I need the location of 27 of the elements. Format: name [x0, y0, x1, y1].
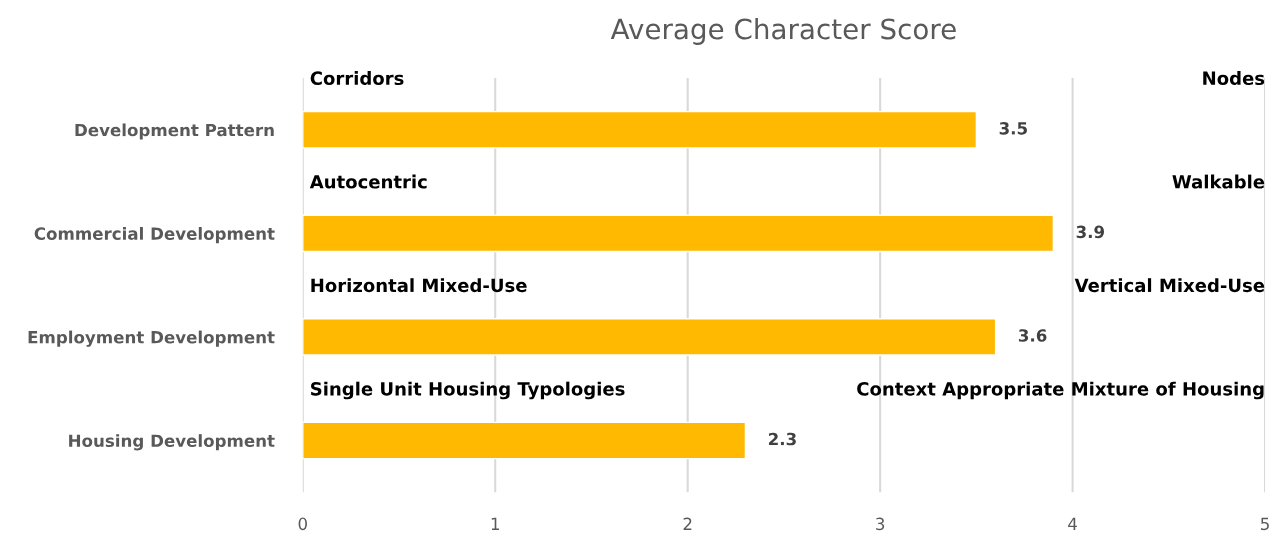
annotation: Context Appropriate Mixture of Housing [857, 381, 1264, 400]
annotation: Vertical Mixed-Use [1074, 278, 1265, 293]
annotation: Corridors [310, 71, 404, 86]
x-tick-label: 0 [298, 517, 307, 531]
bar [302, 214, 1055, 253]
data-label: 2.3 [768, 432, 796, 446]
chart-title: Average Character Score [610, 18, 956, 45]
y-tick-label: Housing Development [69, 434, 275, 451]
x-tick-label: 4 [1068, 517, 1077, 530]
data-label: 3.6 [1018, 329, 1047, 342]
y-tick-label: Employment Development [28, 330, 275, 347]
data-label: 3.5 [999, 122, 1027, 135]
annotation: Single Unit Housing Typologies [311, 381, 625, 400]
data-label: 3.9 [1076, 225, 1105, 239]
annotation: Autocentric [309, 174, 427, 189]
x-tick-label: 5 [1261, 517, 1269, 531]
y-tick-label: Commercial Development [34, 227, 275, 244]
bar [302, 421, 747, 460]
annotation: Nodes [1203, 71, 1265, 86]
annotation: Horizontal Mixed-Use [311, 278, 527, 293]
x-tick-label: 2 [683, 517, 692, 530]
bar [302, 110, 978, 149]
bar [302, 318, 997, 356]
x-tick-label: 1 [491, 517, 499, 530]
x-tick-label: 3 [876, 517, 885, 531]
annotation: Walkable [1172, 174, 1265, 189]
y-tick-label: Development Pattern [75, 123, 274, 140]
